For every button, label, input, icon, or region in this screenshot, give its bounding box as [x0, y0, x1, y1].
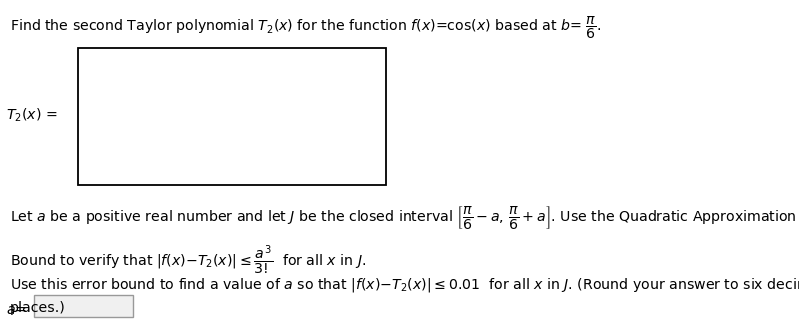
Text: Use this error bound to find a value of $a$ so that $|f(x){-}T_2(x)|\leq 0.01$  : Use this error bound to find a value of … — [10, 276, 799, 294]
Text: $T_2(x)$ =: $T_2(x)$ = — [6, 106, 58, 123]
Text: Let $a$ be a positive real number and let $J$ be the closed interval $\left[\dfr: Let $a$ be a positive real number and le… — [10, 204, 799, 231]
Bar — [34, 295, 133, 317]
Text: places.): places.) — [10, 301, 66, 315]
Text: $a$=: $a$= — [6, 303, 27, 317]
Text: Bound to verify that $|f(x){-}T_2(x)|\leq \dfrac{a^3}{3!}$  for all $x$ in $J$.: Bound to verify that $|f(x){-}T_2(x)|\le… — [10, 244, 366, 277]
Text: Find the second Taylor polynomial $T_2(x)$ for the function $f(x)$=cos$(x)$ base: Find the second Taylor polynomial $T_2(x… — [10, 14, 601, 41]
Bar — [78, 48, 386, 185]
